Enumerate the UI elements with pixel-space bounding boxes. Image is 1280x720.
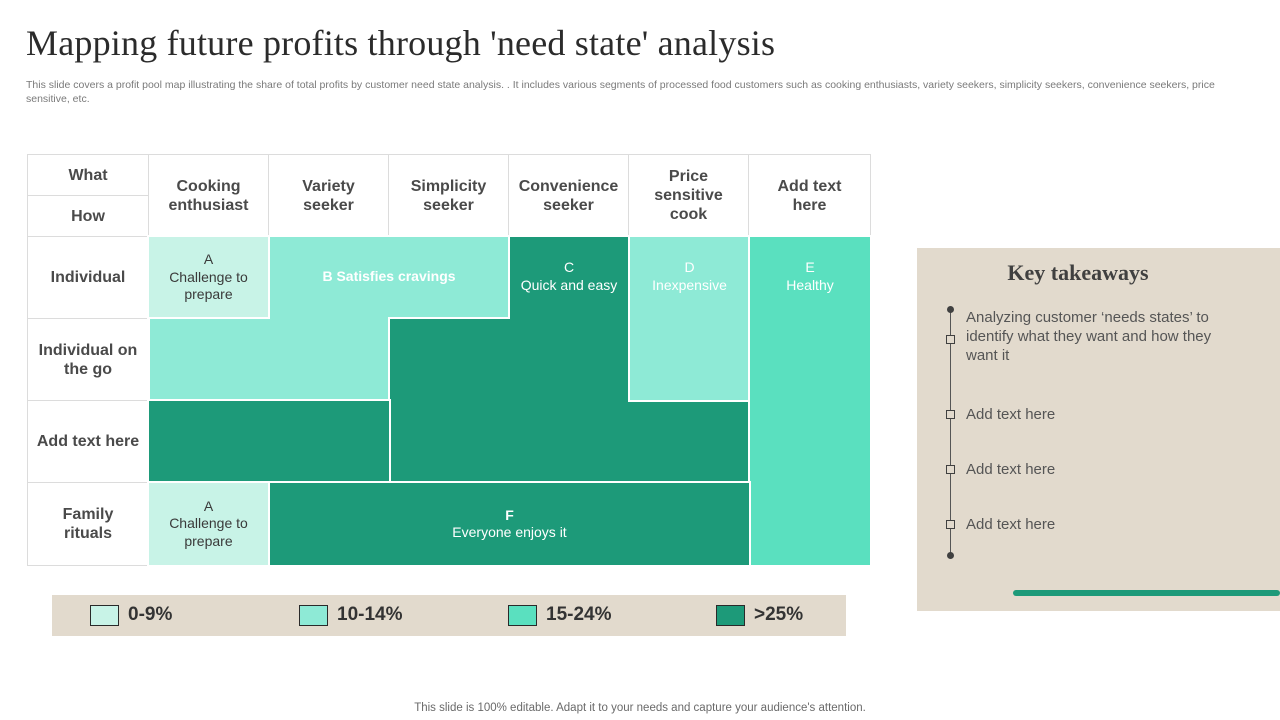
region-f-letter: F (505, 506, 514, 523)
legend-swatch-15-24 (508, 604, 537, 626)
takeaway-item-3: Add text here (966, 461, 1056, 478)
region-e-text: Healthy (786, 276, 834, 293)
takeaway-marker-4 (946, 520, 955, 529)
takeaway-marker-3 (946, 465, 955, 474)
legend-item-0-9: 0-9% (90, 604, 172, 626)
row-header-individual-on-the-go: Individual on the go (27, 318, 149, 401)
legend-swatch-over-25 (716, 604, 745, 626)
region-d-inexpensive: D Inexpensive (628, 235, 751, 402)
region-d-text: Inexpensive (652, 276, 727, 293)
legend-swatch-0-9 (90, 604, 119, 626)
column-header-simplicity-seeker: Simplicity seeker (388, 154, 509, 237)
legend-item-10-14: 10-14% (299, 604, 403, 626)
region-a-bottom-letter: A (203, 497, 214, 514)
timeline-end-dot (947, 552, 954, 559)
legend: 0-9% 10-14% 15-24% >25% (52, 595, 846, 636)
timeline-start-dot (947, 306, 954, 313)
slide-subtitle: This slide covers a profit pool map illu… (26, 79, 1215, 105)
region-a-individual: A Challenge to prepare (147, 235, 270, 320)
accent-bar (1013, 590, 1280, 596)
legend-label-over-25: >25% (754, 604, 804, 625)
region-c-label: C Quick and easy (509, 236, 629, 318)
legend-label-0-9: 0-9% (128, 604, 173, 625)
region-d-letter: D (684, 259, 695, 275)
region-c-letter: C (563, 259, 575, 275)
legend-swatch-10-14 (299, 604, 328, 626)
region-e-healthy: E Healthy (748, 235, 872, 567)
timeline-line (950, 309, 951, 555)
row-header-family-rituals: Family rituals (27, 482, 149, 566)
region-add-text-row-fill (147, 399, 391, 484)
key-takeaways-title: Key takeaways (1007, 260, 1149, 285)
region-b-label: B Satisfies cravings (322, 268, 456, 285)
region-c-text: Quick and easy (520, 276, 618, 293)
region-a-text: Challenge to prepare (169, 268, 248, 303)
column-header-add-text: Add text here (748, 154, 871, 237)
corner-what: What (27, 154, 149, 196)
key-takeaways-panel: Key takeaways Analyzing customer ‘needs … (917, 248, 1280, 611)
column-header-variety-seeker: Variety seeker (268, 154, 389, 237)
profit-pool-map: What How Cooking enthusiast Variety seek… (27, 154, 872, 567)
takeaway-item-1: Analyzing customer ‘needs states’ to ide… (966, 309, 1212, 364)
region-f-text: Everyone enjoys it (452, 524, 567, 540)
region-e-letter: E (805, 259, 815, 275)
region-f-everyone-enjoys-it: F Everyone enjoys it (268, 481, 751, 567)
legend-item-15-24: 15-24% (508, 604, 612, 626)
takeaway-item-2: Add text here (966, 406, 1056, 423)
region-a-family-rituals: A Challenge to prepare (147, 481, 270, 567)
footer-note: This slide is 100% editable. Adapt it to… (414, 702, 866, 714)
legend-item-over-25: >25% (716, 604, 803, 626)
legend-label-15-24: 15-24% (546, 604, 612, 625)
row-header-individual: Individual (27, 236, 149, 319)
column-header-price-sensitive-cook: Price sensitive cook (628, 154, 749, 237)
takeaway-item-4: Add text here (966, 516, 1056, 533)
slide-title: Mapping future profits through 'need sta… (26, 23, 776, 63)
takeaway-marker-1 (946, 335, 955, 344)
takeaway-marker-2 (946, 410, 955, 419)
region-a-bottom-text: Challenge to prepare (169, 515, 248, 549)
region-a-letter: A (203, 251, 214, 268)
legend-label-10-14: 10-14% (337, 604, 403, 625)
column-header-cooking-enthusiast: Cooking enthusiast (148, 154, 269, 237)
